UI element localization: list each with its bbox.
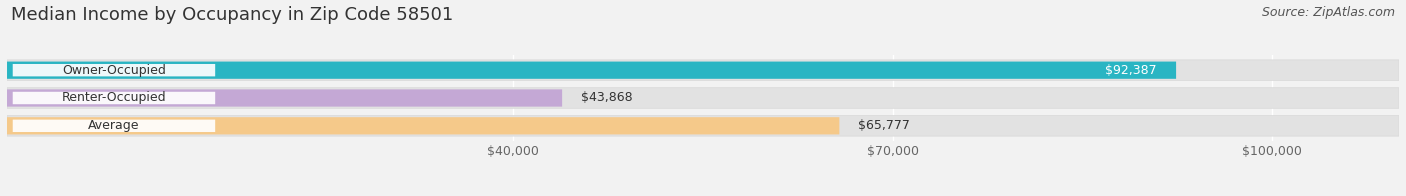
Text: $92,387: $92,387 bbox=[1105, 64, 1157, 77]
FancyBboxPatch shape bbox=[7, 62, 1175, 79]
FancyBboxPatch shape bbox=[7, 60, 1399, 81]
FancyBboxPatch shape bbox=[7, 89, 562, 107]
Text: Source: ZipAtlas.com: Source: ZipAtlas.com bbox=[1261, 6, 1395, 19]
Text: $65,777: $65,777 bbox=[858, 119, 910, 132]
FancyBboxPatch shape bbox=[7, 88, 1399, 108]
Text: $43,868: $43,868 bbox=[581, 92, 633, 104]
Text: Renter-Occupied: Renter-Occupied bbox=[62, 92, 166, 104]
FancyBboxPatch shape bbox=[7, 117, 839, 134]
FancyBboxPatch shape bbox=[13, 64, 215, 76]
Text: Owner-Occupied: Owner-Occupied bbox=[62, 64, 166, 77]
FancyBboxPatch shape bbox=[13, 92, 215, 104]
FancyBboxPatch shape bbox=[13, 120, 215, 132]
FancyBboxPatch shape bbox=[7, 115, 1399, 136]
Text: Median Income by Occupancy in Zip Code 58501: Median Income by Occupancy in Zip Code 5… bbox=[11, 6, 454, 24]
Text: Average: Average bbox=[89, 119, 139, 132]
